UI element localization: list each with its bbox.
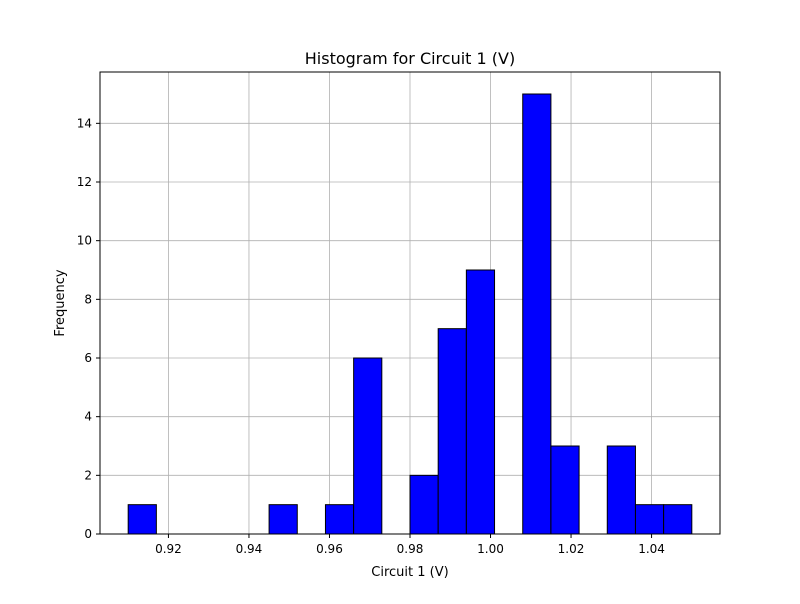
y-axis-label: Frequency bbox=[53, 269, 68, 336]
x-tick-label: 0.94 bbox=[236, 542, 263, 556]
y-tick-label: 12 bbox=[77, 175, 92, 189]
histogram-bar bbox=[606, 445, 636, 535]
histogram-bar bbox=[465, 269, 496, 535]
y-tick-label: 2 bbox=[84, 468, 92, 482]
x-tick-label: 1.00 bbox=[477, 542, 504, 556]
histogram-bar bbox=[634, 504, 665, 535]
histogram-bar bbox=[437, 328, 467, 535]
x-axis-label: Circuit 1 (V) bbox=[371, 565, 448, 580]
x-tick-label: 1.04 bbox=[638, 542, 665, 556]
histogram-bar bbox=[353, 357, 383, 535]
chart-title: Histogram for Circuit 1 (V) bbox=[305, 49, 515, 68]
y-tick-label: 0 bbox=[84, 527, 92, 541]
histogram-bar bbox=[268, 504, 298, 535]
histogram-bar bbox=[522, 93, 552, 535]
histogram-bar bbox=[663, 504, 693, 535]
x-tick-label: 0.92 bbox=[155, 542, 182, 556]
y-tick-label: 6 bbox=[84, 351, 92, 365]
y-tick-label: 14 bbox=[77, 116, 92, 130]
y-tick-label: 8 bbox=[84, 292, 92, 306]
x-tick-label: 0.96 bbox=[316, 542, 343, 556]
y-tick-label: 10 bbox=[77, 234, 92, 248]
histogram-bar bbox=[409, 474, 439, 535]
y-tick-label: 4 bbox=[84, 410, 92, 424]
histogram-bar bbox=[550, 445, 580, 535]
histogram-bar bbox=[127, 504, 157, 535]
x-tick-label: 0.98 bbox=[397, 542, 424, 556]
y-axis-ticks: 0 2 4 6 8 10 12 14 bbox=[77, 116, 100, 541]
histogram-bars bbox=[127, 93, 693, 535]
x-axis-ticks: 0.92 0.94 0.96 0.98 1.00 1.02 1.04 bbox=[155, 534, 665, 556]
histogram-bar bbox=[324, 504, 355, 535]
x-tick-label: 1.02 bbox=[558, 542, 585, 556]
